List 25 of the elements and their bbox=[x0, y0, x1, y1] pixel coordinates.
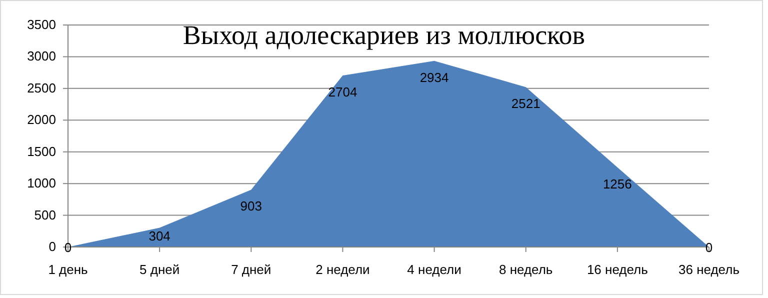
data-label: 0 bbox=[705, 240, 713, 255]
y-tick-label: 500 bbox=[34, 207, 56, 222]
y-tick-label: 2000 bbox=[27, 112, 56, 128]
y-tick-label: 3000 bbox=[27, 48, 56, 64]
data-label: 2934 bbox=[420, 70, 449, 85]
data-label: 2521 bbox=[511, 96, 540, 112]
y-tick-label: 1000 bbox=[27, 176, 56, 191]
x-tick-label: 1 день bbox=[48, 262, 88, 277]
x-tick-label: 5 дней bbox=[140, 262, 180, 277]
data-label: 2704 bbox=[328, 84, 358, 100]
chart-title: Выход адолескариев из моллюсков bbox=[182, 20, 586, 50]
x-tick-label: 7 дней bbox=[231, 262, 272, 277]
data-label: 0 bbox=[64, 240, 72, 255]
data-label: 1256 bbox=[602, 176, 632, 192]
y-tick-label: 0 bbox=[48, 239, 56, 254]
x-tick-label: 36 недель bbox=[678, 262, 740, 277]
x-tick-label: 16 недель bbox=[586, 262, 648, 277]
x-tick-label: 8 недель bbox=[499, 262, 553, 277]
data-label: 903 bbox=[240, 198, 262, 214]
x-tick-label: 2 недели bbox=[316, 262, 370, 277]
y-tick-label: 1500 bbox=[27, 144, 56, 159]
data-label: 304 bbox=[148, 228, 170, 244]
x-tick-label: 4 недели bbox=[407, 262, 462, 277]
y-tick-label: 3500 bbox=[27, 17, 56, 32]
y-tick-label: 2500 bbox=[27, 80, 56, 96]
